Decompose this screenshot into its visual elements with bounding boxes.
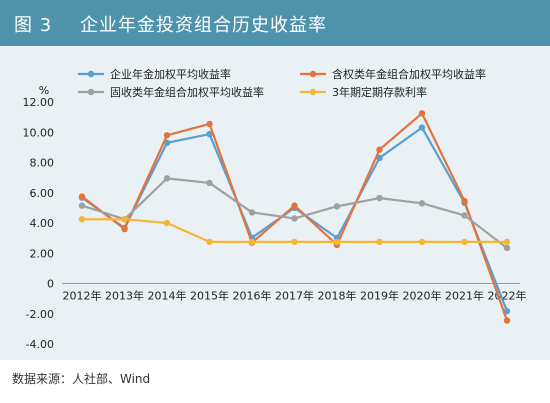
x-tick-label: 2013年 bbox=[105, 289, 144, 303]
title-bar: 图 3 企业年金投资组合历史收益率 bbox=[0, 0, 550, 46]
data-point bbox=[418, 200, 426, 207]
y-tick-label: 10.00 bbox=[23, 126, 55, 139]
line-chart: % -4.00 -2.00 0 2.00 4.00 6.00 8.00 10.00 12.00 20… bbox=[23, 67, 527, 351]
data-point bbox=[503, 317, 511, 324]
legend-swatch-marker bbox=[309, 88, 317, 96]
legend-label: 企业年金加权平均收益率 bbox=[110, 67, 231, 81]
data-point bbox=[78, 202, 86, 209]
data-point bbox=[376, 238, 383, 246]
x-tick-label: 2014年 bbox=[148, 289, 187, 303]
x-tick-label: 2021年 bbox=[445, 289, 484, 303]
x-tick-label: 2018年 bbox=[318, 289, 357, 303]
y-tick-label: 0 bbox=[47, 278, 54, 291]
y-tick-label: 2.00 bbox=[30, 247, 55, 260]
data-point bbox=[418, 124, 426, 131]
data-point bbox=[248, 238, 256, 246]
legend-swatch-marker bbox=[87, 88, 95, 96]
figure-number: 图 3 bbox=[14, 15, 53, 36]
data-point bbox=[461, 197, 468, 205]
data-point bbox=[78, 193, 86, 200]
data-point bbox=[163, 219, 171, 227]
x-tick-label: 2012年 bbox=[63, 289, 102, 303]
data-point bbox=[248, 209, 256, 216]
data-point bbox=[376, 146, 383, 153]
y-tick-label: 6.00 bbox=[30, 187, 55, 200]
data-point bbox=[121, 216, 128, 223]
data-point bbox=[503, 238, 511, 246]
legend-swatch-marker bbox=[309, 70, 317, 78]
data-point bbox=[291, 202, 298, 209]
y-tick-label: 8.00 bbox=[30, 157, 55, 170]
legend-swatch-marker bbox=[87, 70, 95, 78]
x-tick-label: 2015年 bbox=[190, 289, 229, 303]
x-tick-label: 2019年 bbox=[360, 289, 399, 303]
y-tick-label: 4.00 bbox=[30, 217, 55, 230]
data-point bbox=[333, 203, 341, 210]
data-point bbox=[206, 120, 213, 128]
series-line bbox=[81, 177, 508, 249]
data-point bbox=[376, 154, 383, 162]
x-tick-label: 2022年 bbox=[488, 289, 527, 303]
data-point bbox=[461, 238, 468, 246]
source-note: 数据来源：人社部、Wind bbox=[12, 372, 151, 386]
x-tick-label: 2020年 bbox=[403, 289, 442, 303]
data-point bbox=[291, 215, 298, 222]
data-point bbox=[163, 175, 171, 182]
y-tick-label: -4.00 bbox=[26, 338, 54, 351]
data-point bbox=[333, 238, 341, 246]
data-point bbox=[418, 238, 426, 246]
data-point bbox=[418, 110, 426, 117]
chart-area: % -4.00 -2.00 0 2.00 4.00 6.00 8.00 10.00 12.00 20… bbox=[0, 46, 550, 360]
series-line bbox=[82, 218, 507, 244]
data-point bbox=[291, 238, 298, 246]
legend-label: 固收类年金组合加权平均收益率 bbox=[110, 85, 264, 99]
data-point bbox=[206, 238, 213, 246]
x-tick-label: 2017年 bbox=[275, 289, 314, 303]
data-point bbox=[503, 244, 511, 252]
legend-label: 含权类年金组合加权平均收益率 bbox=[332, 67, 486, 81]
data-point bbox=[121, 225, 128, 233]
data-point bbox=[78, 216, 86, 223]
data-point bbox=[461, 212, 468, 219]
y-tick-label: 12.00 bbox=[23, 96, 55, 109]
data-point bbox=[206, 130, 213, 138]
y-tick-label: -2.00 bbox=[26, 308, 54, 321]
y-axis-unit: % bbox=[39, 84, 49, 97]
legend-label: 3年期定期存款利率 bbox=[332, 85, 427, 99]
data-point bbox=[206, 179, 213, 187]
figure-title: 企业年金投资组合历史收益率 bbox=[80, 15, 327, 36]
data-point bbox=[163, 132, 171, 139]
x-tick-label: 2016年 bbox=[233, 289, 272, 303]
data-point bbox=[376, 194, 383, 202]
